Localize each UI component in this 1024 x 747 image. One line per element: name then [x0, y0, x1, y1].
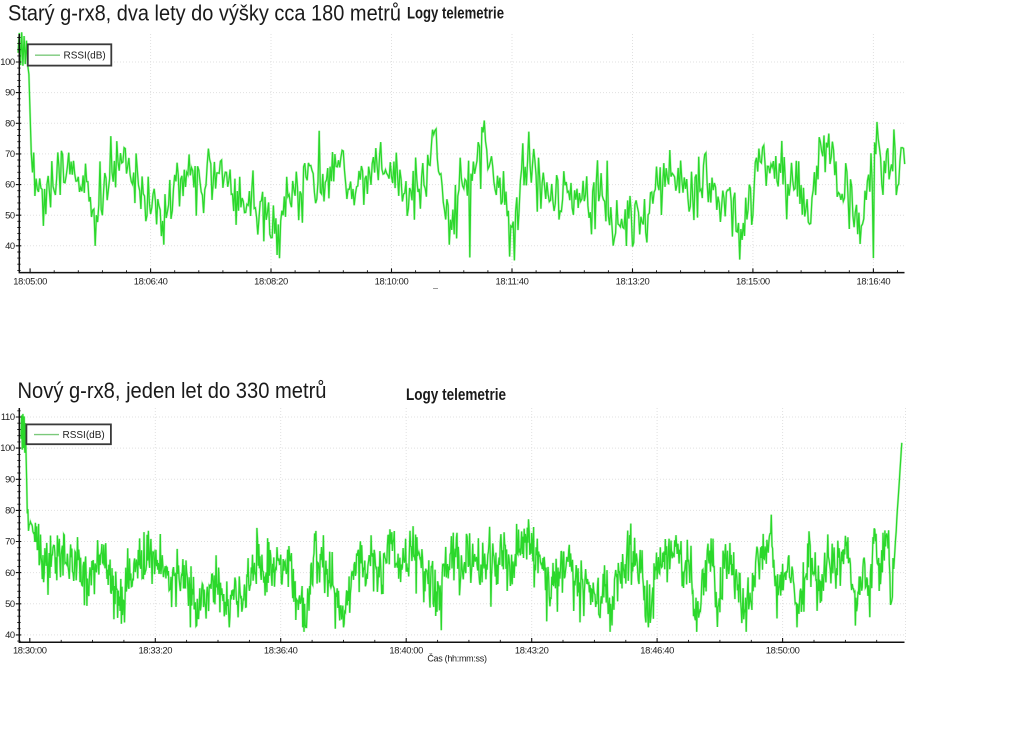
svg-text:18:33:20: 18:33:20 [138, 645, 172, 656]
svg-text:70: 70 [5, 536, 15, 547]
svg-text:70: 70 [5, 148, 15, 159]
svg-text:18:11:40: 18:11:40 [496, 276, 529, 287]
svg-text:RSSI(dB): RSSI(dB) [64, 51, 106, 62]
svg-text:18:05:00: 18:05:00 [13, 276, 47, 287]
svg-text:18:10:00: 18:10:00 [375, 276, 409, 287]
svg-text:18:15:00: 18:15:00 [736, 276, 770, 287]
svg-text:90: 90 [5, 87, 15, 98]
svg-text:50: 50 [5, 598, 15, 609]
svg-text:60: 60 [5, 567, 15, 578]
svg-text:60: 60 [5, 179, 15, 190]
svg-text:18:36:40: 18:36:40 [264, 645, 298, 656]
svg-text:18:13:20: 18:13:20 [616, 276, 650, 287]
svg-text:18:46:40: 18:46:40 [640, 645, 674, 656]
svg-text:RSSI(dB): RSSI(dB) [63, 430, 105, 441]
svg-text:18:40:00: 18:40:00 [389, 645, 423, 656]
svg-text:80: 80 [5, 505, 15, 516]
svg-text:Logy telemetrie: Logy telemetrie [406, 386, 506, 404]
svg-text:18:50:00: 18:50:00 [766, 645, 800, 656]
svg-text:Čas (hh:mm:ss): Čas (hh:mm:ss) [427, 654, 487, 664]
svg-text:100: 100 [0, 56, 15, 67]
svg-text:18:43:20: 18:43:20 [515, 645, 549, 656]
svg-text:18:08:20: 18:08:20 [254, 276, 288, 287]
svg-text:40: 40 [5, 629, 15, 640]
svg-text:18:16:40: 18:16:40 [857, 276, 891, 287]
svg-text:100: 100 [0, 442, 15, 453]
svg-text:40: 40 [5, 240, 15, 251]
svg-text:Nový g-rx8, jeden let do 330 m: Nový g-rx8, jeden let do 330 metrů [18, 378, 327, 403]
svg-text:80: 80 [5, 117, 15, 128]
svg-text:50: 50 [5, 209, 15, 220]
svg-text:110: 110 [1, 411, 15, 422]
svg-text:90: 90 [5, 473, 15, 484]
svg-text:Logy telemetrie: Logy telemetrie [407, 5, 504, 23]
svg-text:Starý g-rx8, dva lety do výšky: Starý g-rx8, dva lety do výšky cca 180 m… [8, 1, 401, 26]
svg-text:18:30:00: 18:30:00 [13, 645, 47, 656]
svg-text:18:06:40: 18:06:40 [134, 276, 168, 287]
